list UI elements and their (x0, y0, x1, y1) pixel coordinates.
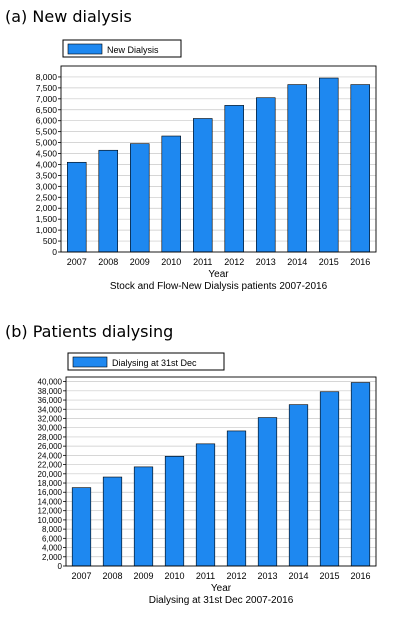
legend-label: New Dialysis (107, 45, 159, 55)
y-tick-label: 16,000 (38, 488, 63, 497)
legend: Dialysing at 31st Dec (67, 352, 225, 371)
y-tick-label: 14,000 (38, 497, 63, 506)
y-tick-label: 34,000 (38, 405, 63, 414)
y-tick-label: 32,000 (38, 414, 63, 423)
x-tick-label: 2008 (98, 257, 118, 267)
bar-2015 (318, 77, 339, 253)
y-tick-label: 10,000 (38, 516, 63, 525)
x-tick-label: 2016 (350, 257, 370, 267)
y-tick-label: 4,000 (42, 544, 63, 553)
y-tick-label: 6,500 (36, 105, 58, 115)
bar-2012 (226, 430, 247, 567)
x-tick-label: 2012 (226, 571, 246, 581)
y-tick-label: 5,500 (36, 127, 58, 137)
y-tick-label: 36,000 (38, 396, 63, 405)
x-axis-label: Year (211, 583, 232, 594)
panel-a-heading: (a) New dialysis (5, 7, 132, 26)
new-dialysis-chart: New Dialysis 05001,0001,5002,0002,5003,00… (36, 39, 377, 292)
x-tick-label: 2014 (288, 571, 308, 581)
x-tick-label: 2013 (256, 257, 276, 267)
x-tick-label: 2015 (319, 571, 339, 581)
bar-2013 (255, 97, 276, 253)
y-tick-label: 20,000 (38, 470, 63, 479)
y-tick-label: 5,000 (36, 138, 58, 148)
x-tick-label: 2007 (71, 571, 91, 581)
bar-2014 (287, 84, 307, 253)
x-tick-label: 2010 (161, 257, 181, 267)
legend-swatch (72, 356, 108, 368)
x-tick-label: 2012 (224, 257, 244, 267)
x-tick-label: 2010 (164, 571, 184, 581)
legend: New Dialysis (62, 39, 182, 58)
x-tick-label: 2009 (130, 257, 150, 267)
bar-2015 (319, 391, 340, 567)
x-tick-label: 2007 (67, 257, 87, 267)
y-tick-label: 1,500 (36, 214, 58, 224)
bar-2008 (102, 476, 123, 567)
x-tick-label: 2015 (319, 257, 339, 267)
legend-swatch (67, 43, 103, 55)
bar-2012 (224, 105, 245, 253)
bar-2007 (67, 161, 87, 253)
bar-2016 (350, 382, 371, 567)
y-tick-label: 2,000 (42, 553, 63, 562)
bar-2014 (288, 404, 309, 567)
bar-2013 (257, 417, 278, 567)
x-tick-label: 2013 (257, 571, 277, 581)
y-tick-label: 0 (58, 562, 63, 571)
patients-dialysing-chart: Dialysing at 31st Dec 02,0004,0006,0008,0… (38, 352, 377, 606)
chart-caption: Stock and Flow-New Dialysis patients 200… (110, 281, 328, 292)
x-tick-label: 2011 (193, 257, 212, 267)
y-tick-label: 3,500 (36, 170, 58, 180)
bar-2007 (71, 487, 92, 567)
y-tick-label: 8,000 (42, 525, 63, 534)
x-tick-label: 2009 (133, 571, 153, 581)
x-tick-label: 2016 (350, 571, 370, 581)
x-tick-label: 2014 (287, 257, 307, 267)
y-tick-label: 1,000 (36, 225, 58, 235)
y-tick-label: 4,000 (36, 159, 58, 169)
plot-frame (65, 376, 377, 567)
y-tick-label: 3,000 (36, 181, 58, 191)
bar-2009 (130, 143, 150, 253)
x-tick-label: 2008 (102, 571, 122, 581)
y-tick-label: 2,500 (36, 192, 58, 202)
y-tick-label: 7,000 (36, 94, 58, 104)
y-tick-label: 6,000 (42, 534, 63, 543)
panel-b-heading: (b) Patients dialysing (5, 322, 174, 341)
bar-2010 (164, 455, 185, 567)
y-tick-label: 0 (52, 247, 57, 257)
x-axis-label: Year (208, 269, 229, 280)
y-tick-label: 4,500 (36, 149, 58, 159)
bar-2009 (133, 466, 154, 567)
plot-frame (60, 65, 377, 253)
y-tick-label: 38,000 (38, 387, 63, 396)
y-tick-label: 7,500 (36, 83, 58, 93)
y-tick-label: 2,000 (36, 203, 58, 213)
bar-2011 (195, 443, 216, 567)
y-tick-label: 12,000 (38, 507, 63, 516)
bar-2011 (193, 118, 213, 253)
y-tick-label: 500 (43, 236, 57, 246)
legend-label: Dialysing at 31st Dec (112, 358, 197, 368)
y-tick-label: 24,000 (38, 451, 63, 460)
bar-2016 (350, 84, 370, 253)
y-tick-label: 26,000 (38, 442, 63, 451)
x-tick-label: 2011 (196, 571, 215, 581)
y-tick-label: 30,000 (38, 424, 63, 433)
bar-2008 (98, 149, 119, 253)
bar-2010 (161, 135, 182, 253)
y-tick-label: 18,000 (38, 479, 63, 488)
y-tick-label: 22,000 (38, 461, 63, 470)
y-tick-label: 28,000 (38, 433, 63, 442)
y-tick-label: 8,000 (36, 72, 58, 82)
y-tick-label: 6,000 (36, 116, 58, 126)
y-tick-label: 40,000 (38, 378, 63, 387)
chart-caption: Dialysing at 31st Dec 2007-2016 (149, 595, 294, 606)
